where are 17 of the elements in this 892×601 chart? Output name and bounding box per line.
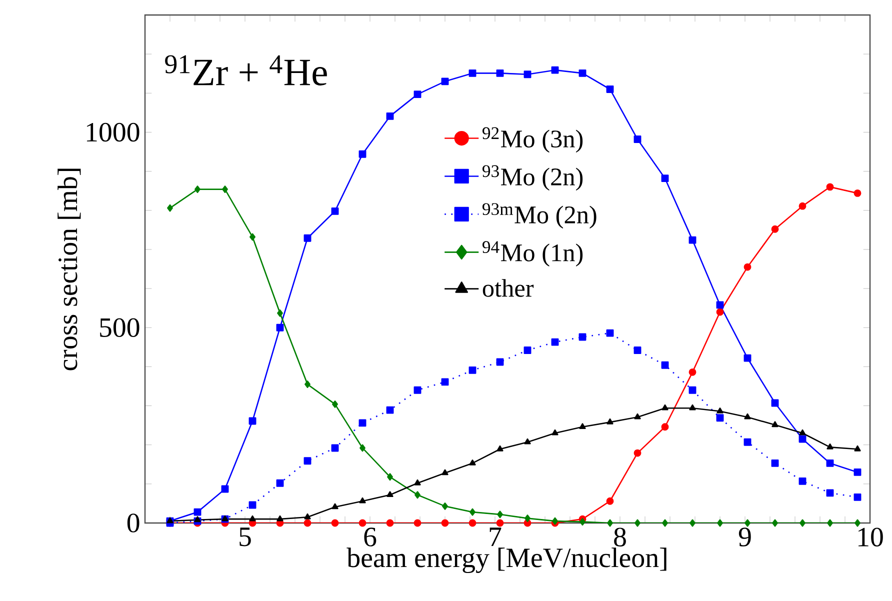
legend-label: $^{93}$Mo (2n) (482, 165, 583, 191)
x-tick-label: 7 (490, 528, 502, 546)
legend-label: other (482, 279, 534, 297)
x-tick-label: 10 (858, 528, 883, 547)
legend-label: $^{94}$Mo (1n) (482, 241, 583, 267)
y-tick-label: 0 (127, 514, 140, 532)
x-tick-label: 9 (738, 528, 751, 546)
x-tick-label: 8 (614, 528, 626, 547)
y-tick-label: 1000 (86, 122, 140, 142)
x-tick-label: 6 (364, 528, 376, 546)
legend-label: $^{93m}$Mo (2n) (482, 203, 596, 229)
annotation: $^{91}$Zr + $^{4}$He (165, 55, 327, 86)
x-axis-title: beam energy [MeV/nucleon] (346, 548, 666, 574)
y-tick-label: 500 (100, 318, 140, 338)
legend-label: $^{92}$Mo (3n) (482, 127, 583, 153)
x-tick-label: 5 (240, 528, 251, 546)
y-axis-title: cross section [mb] (58, 168, 81, 370)
